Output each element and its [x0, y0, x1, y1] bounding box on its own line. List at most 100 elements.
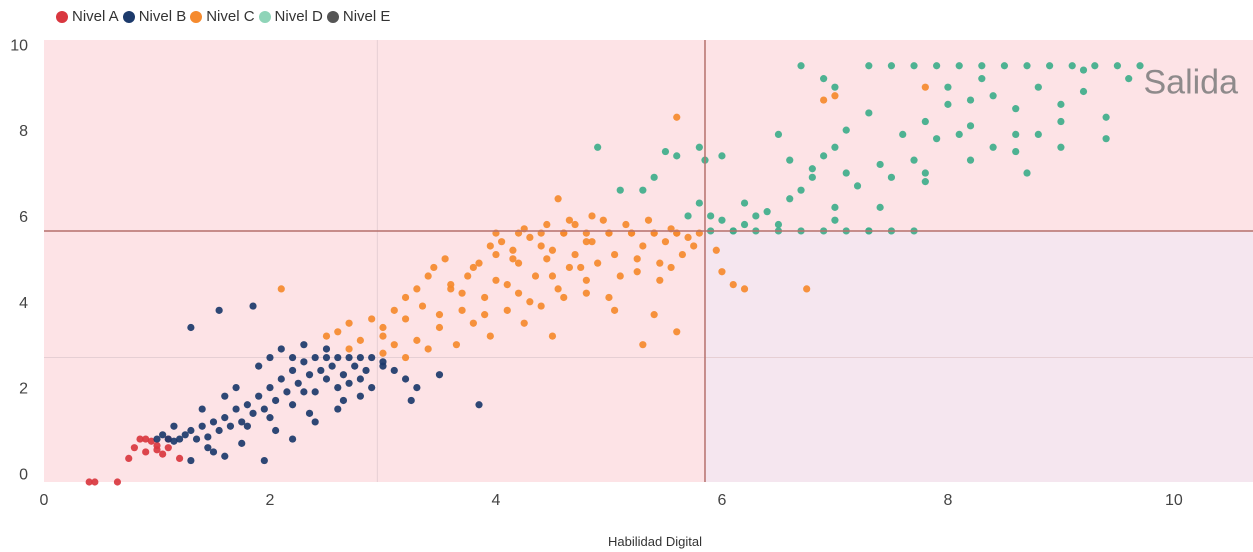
point-nivel-a — [91, 478, 99, 486]
point-nivel-c — [492, 250, 500, 259]
point-nivel-b — [277, 345, 285, 353]
point-nivel-d — [944, 83, 952, 91]
point-nivel-c — [582, 289, 590, 297]
point-nivel-c — [650, 311, 658, 319]
point-nivel-c — [503, 281, 511, 289]
legend-item-nivel-a[interactable]: Nivel A — [56, 8, 119, 25]
point-nivel-d — [1091, 62, 1099, 70]
point-nivel-b — [288, 401, 297, 409]
point-nivel-c — [633, 268, 641, 276]
point-nivel-b — [351, 362, 359, 370]
point-nivel-a — [153, 446, 161, 454]
point-nivel-b — [300, 341, 308, 349]
x-axis-label: Habilidad Digital — [608, 534, 702, 549]
y-tick-label: 10 — [10, 37, 28, 54]
point-nivel-c — [548, 246, 557, 254]
point-nivel-d — [1102, 135, 1110, 143]
point-nivel-b — [221, 392, 229, 400]
point-nivel-b — [356, 375, 364, 383]
legend-item-nivel-c[interactable]: Nivel C — [190, 8, 255, 25]
legend-item-nivel-d[interactable]: Nivel D — [258, 8, 323, 25]
point-nivel-d — [899, 130, 907, 139]
point-nivel-b — [159, 431, 167, 439]
point-nivel-d — [989, 143, 997, 151]
point-nivel-a — [85, 478, 93, 486]
point-nivel-c — [656, 259, 664, 267]
legend-label: Nivel B — [138, 8, 187, 25]
point-nivel-a — [142, 448, 150, 456]
point-nivel-b — [305, 371, 314, 379]
point-nivel-c — [464, 272, 472, 280]
point-nivel-a — [113, 478, 122, 486]
point-nivel-b — [300, 358, 308, 366]
point-nivel-c — [458, 306, 466, 314]
point-nivel-b — [328, 362, 336, 370]
point-nivel-c — [667, 263, 675, 272]
point-nivel-d — [989, 92, 997, 100]
point-nivel-b — [305, 409, 314, 417]
point-nivel-d — [887, 62, 896, 70]
point-nivel-b — [204, 444, 212, 452]
point-nivel-d — [594, 143, 602, 151]
point-nivel-b — [345, 379, 353, 387]
point-nivel-d — [966, 96, 975, 104]
point-nivel-b — [209, 418, 218, 426]
point-nivel-c — [424, 272, 432, 280]
point-nivel-d — [820, 75, 828, 83]
point-nivel-c — [401, 353, 410, 362]
point-nivel-d — [1057, 143, 1065, 151]
point-nivel-b — [249, 409, 257, 417]
point-nivel-d — [1057, 117, 1065, 126]
legend-marker-icon — [190, 10, 203, 23]
legend-marker-icon — [122, 10, 135, 23]
point-nivel-c — [486, 332, 494, 340]
point-nivel-b — [288, 353, 297, 362]
point-nivel-c — [740, 285, 749, 293]
y-tick-label: 8 — [19, 123, 28, 140]
point-nivel-b — [322, 353, 331, 362]
point-nivel-c — [345, 319, 353, 327]
point-nivel-a — [147, 437, 155, 445]
point-nivel-d — [763, 208, 771, 216]
point-nivel-c — [548, 332, 557, 340]
point-nivel-d — [831, 143, 839, 151]
point-nivel-b — [204, 433, 212, 441]
point-nivel-c — [921, 83, 929, 91]
point-nivel-b — [475, 401, 483, 409]
point-nivel-b — [266, 383, 274, 392]
point-nivel-d — [921, 178, 929, 186]
point-nivel-b — [209, 448, 218, 456]
point-nivel-d — [865, 62, 873, 70]
point-nivel-c — [554, 285, 562, 293]
point-nivel-b — [322, 345, 331, 353]
point-nivel-c — [401, 315, 410, 323]
point-nivel-b — [249, 302, 257, 310]
point-nivel-b — [232, 405, 240, 413]
point-nivel-c — [543, 220, 551, 229]
x-tick-label: 8 — [943, 492, 952, 509]
point-nivel-d — [921, 117, 929, 126]
point-nivel-c — [514, 259, 523, 267]
legend-item-nivel-e[interactable]: Nivel E — [326, 8, 390, 25]
point-nivel-b — [334, 405, 342, 413]
point-nivel-c — [611, 306, 619, 314]
point-nivel-d — [786, 156, 794, 164]
point-nivel-a — [164, 444, 172, 452]
point-nivel-c — [588, 212, 596, 220]
point-nivel-b — [215, 426, 223, 435]
point-nivel-b — [356, 392, 364, 400]
point-nivel-b — [288, 366, 297, 375]
point-nivel-b — [435, 371, 444, 379]
point-nivel-c — [588, 238, 596, 246]
point-nivel-c — [492, 276, 500, 284]
point-nivel-d — [707, 212, 715, 220]
point-nivel-b — [260, 405, 268, 413]
point-nivel-c — [424, 345, 432, 353]
point-nivel-c — [509, 255, 517, 263]
point-nivel-d — [774, 220, 783, 229]
legend-item-nivel-b[interactable]: Nivel B — [122, 8, 187, 25]
point-nivel-b — [334, 383, 342, 392]
point-nivel-c — [469, 263, 477, 272]
point-nivel-c — [401, 293, 410, 302]
